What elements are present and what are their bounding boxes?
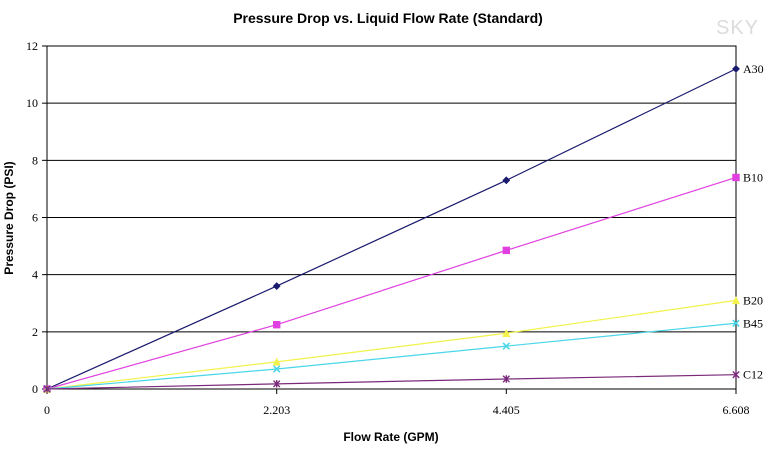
data-point-marker — [732, 371, 740, 379]
series-line-b10 — [46, 176, 737, 390]
y-tick-label: 6 — [32, 211, 38, 225]
x-axis-ticks: 0 2.203 4.405 6.608 — [44, 389, 750, 417]
data-point-marker — [502, 375, 510, 383]
data-point-marker — [502, 246, 510, 255]
series-line-c12 — [46, 374, 737, 390]
series-label-b45: B45 — [743, 316, 763, 330]
y-tick-label: 4 — [32, 268, 38, 282]
series-a30: A30 — [43, 62, 764, 393]
series-c12: C12 — [43, 368, 763, 393]
x-axis-title: Flow Rate (GPM) — [343, 430, 438, 444]
watermark: SKY — [716, 17, 759, 39]
data-point-marker — [732, 319, 740, 327]
series-label-c12: C12 — [743, 368, 763, 382]
series-label-b20: B20 — [743, 293, 763, 307]
gridlines — [47, 102, 736, 333]
y-axis-title: Pressure Drop (PSI) — [2, 161, 16, 274]
series-b10: B10 — [43, 170, 763, 393]
y-tick-label: 0 — [32, 382, 38, 396]
x-tick-label: 2.203 — [263, 403, 290, 417]
y-tick-label: 2 — [32, 325, 38, 339]
x-tick-label: 6.608 — [723, 403, 750, 417]
data-point-marker — [502, 342, 511, 350]
data-point-marker — [273, 380, 281, 388]
series-b20: B20 — [42, 293, 763, 393]
data-point-marker — [731, 296, 741, 305]
chart-title: Pressure Drop vs. Liquid Flow Rate (Stan… — [233, 10, 543, 26]
data-point-marker — [272, 365, 281, 373]
x-tick-label: 0 — [44, 403, 50, 417]
y-axis-ticks: 0 2 4 6 8 10 12 — [26, 39, 47, 396]
series-line-b20 — [46, 299, 737, 390]
y-tick-label: 8 — [32, 153, 38, 167]
series-b45: B45 — [43, 316, 763, 393]
series-layer: A30 B10 B20 B45 C12 — [42, 62, 764, 393]
data-point-marker — [502, 176, 511, 185]
x-tick-label: 4.405 — [493, 403, 520, 417]
data-point-marker — [732, 64, 740, 73]
series-label-a30: A30 — [743, 62, 764, 76]
data-point-marker — [272, 357, 281, 366]
data-point-marker — [732, 173, 740, 182]
series-line-b45 — [46, 322, 737, 390]
data-point-marker — [272, 282, 281, 291]
series-label-b10: B10 — [743, 170, 763, 184]
data-point-marker — [273, 320, 281, 329]
y-tick-label: 10 — [26, 96, 38, 110]
series-line-a30 — [46, 68, 737, 390]
data-point-marker — [502, 328, 511, 337]
y-tick-label: 12 — [26, 39, 38, 53]
data-point-marker — [43, 385, 51, 393]
